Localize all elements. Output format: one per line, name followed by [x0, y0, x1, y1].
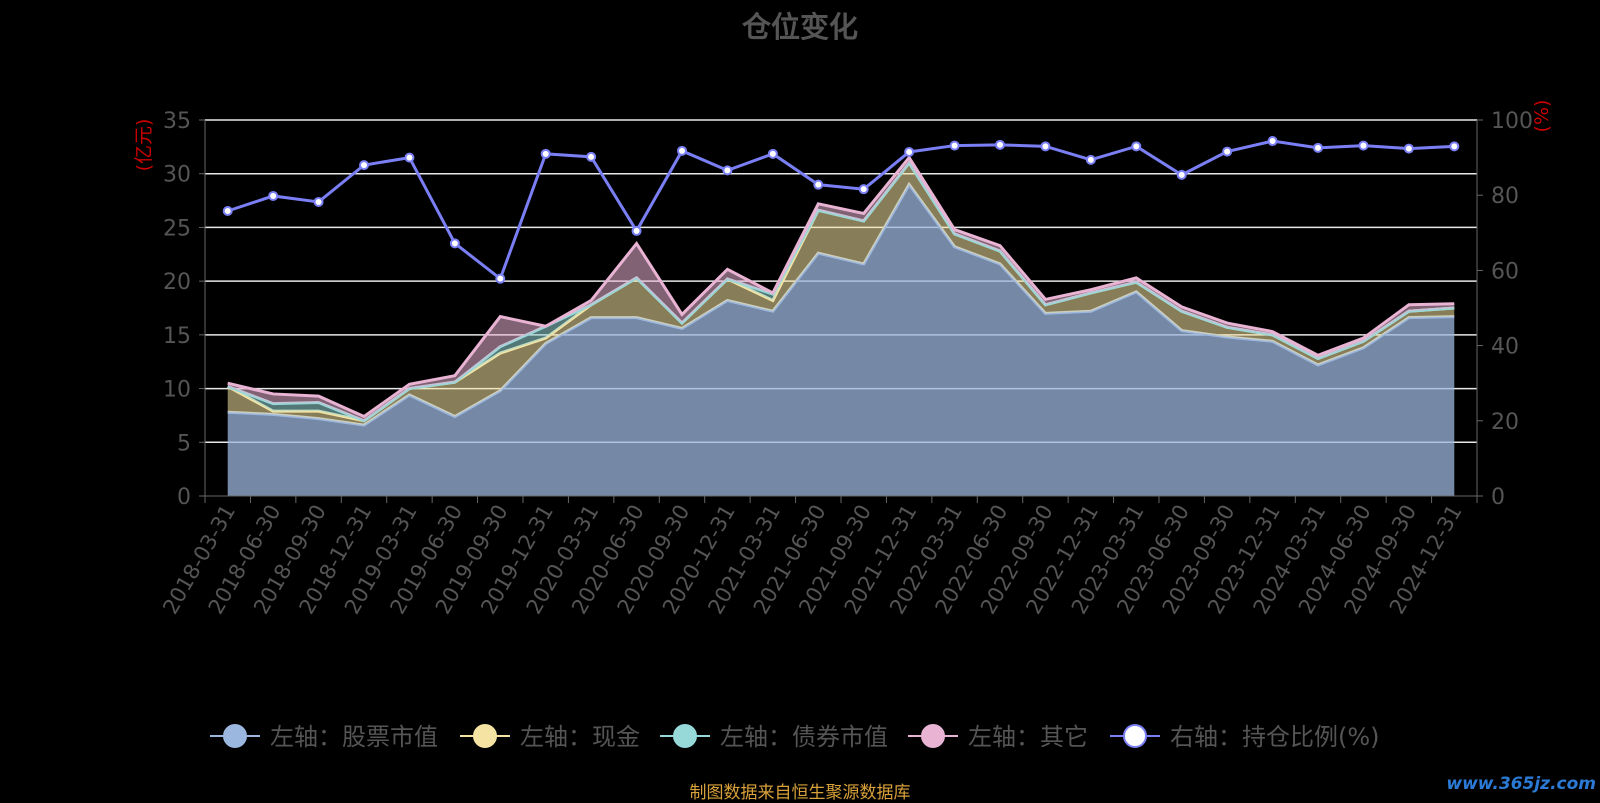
- ratio-point: [858, 184, 869, 195]
- legend-dot-marker: [921, 724, 945, 748]
- ratio-point: [495, 273, 506, 284]
- stacked-areas: [226, 155, 1455, 496]
- ratio-point: [1267, 136, 1278, 147]
- ratio-point: [722, 165, 733, 176]
- data-source-note: 制图数据来自恒生聚源数据库: [689, 783, 911, 803]
- ratio-point: [268, 190, 279, 201]
- left-axis-tick-label: 35: [163, 109, 191, 134]
- ratio-point: [1403, 143, 1414, 154]
- left-axis-tick-label: 5: [177, 431, 191, 456]
- ratio-point: [631, 225, 642, 236]
- left-axis-tick-label: 30: [163, 163, 191, 188]
- right-axis-tick-label: 20: [1491, 410, 1519, 435]
- ratio-point: [222, 205, 233, 216]
- left-axis-tick-label: 15: [163, 324, 191, 349]
- ratio-point: [949, 140, 960, 151]
- legend-dot-marker: [1123, 724, 1147, 748]
- legend-dot-marker: [223, 724, 247, 748]
- ratio-point: [359, 160, 369, 171]
- watermark: www.365jz.com: [1446, 774, 1596, 794]
- right-axis-tick-label: 60: [1491, 259, 1519, 284]
- ratio-point: [313, 196, 324, 207]
- legend-label: 左轴：其它: [968, 723, 1088, 751]
- legend-label: 左轴：股票市值: [270, 723, 438, 751]
- ratio-line: [227, 139, 1455, 282]
- ratio-point: [1358, 140, 1369, 151]
- ratio-point: [995, 139, 1005, 150]
- legend-dot-marker: [673, 724, 697, 748]
- left-axis-unit: (亿元): [133, 119, 155, 172]
- legend-dot-marker: [473, 724, 497, 748]
- ratio-point: [404, 152, 415, 163]
- ratio-point: [1313, 142, 1323, 153]
- left-axis-tick-label: 25: [163, 216, 191, 241]
- ratio-point: [449, 238, 460, 249]
- ratio-point: [1040, 141, 1051, 152]
- ratio-point: [1176, 169, 1187, 180]
- right-axis-tick-label: 80: [1491, 184, 1519, 209]
- ratio-point: [904, 146, 915, 157]
- left-axis-tick-label: 20: [163, 270, 191, 295]
- legend-label: 左轴：债券市值: [720, 723, 888, 751]
- area-line-4: [227, 155, 1455, 419]
- ratio-point: [586, 151, 597, 162]
- ratio-point: [1222, 146, 1233, 157]
- right-axis-tick-label: 40: [1491, 335, 1519, 360]
- ratio-point: [813, 179, 824, 190]
- legend-label: 右轴：持仓比例(%): [1170, 723, 1380, 751]
- series-lines: [222, 136, 1460, 284]
- chart-title: 仓位变化: [741, 10, 858, 44]
- left-axis-tick-label: 0: [177, 485, 191, 510]
- area-4: [227, 157, 1455, 421]
- right-axis-tick-label: 100: [1491, 109, 1533, 134]
- ratio-point: [1085, 154, 1096, 165]
- left-axis-tick-label: 10: [163, 378, 191, 403]
- ratio-point: [1131, 141, 1142, 152]
- right-axis-unit: (%): [1531, 100, 1553, 133]
- area-1: [227, 184, 1455, 496]
- ratio-point: [767, 148, 778, 159]
- legend: 左轴：股票市值 左轴：现金 左轴：债券市值 左轴：其它 右轴：持仓比例(%): [210, 723, 1380, 751]
- ratio-point: [1449, 141, 1460, 152]
- legend-label: 左轴：现金: [520, 723, 640, 751]
- right-axis-tick-label: 0: [1491, 485, 1505, 510]
- ratio-point: [677, 145, 687, 156]
- ratio-point: [540, 148, 551, 159]
